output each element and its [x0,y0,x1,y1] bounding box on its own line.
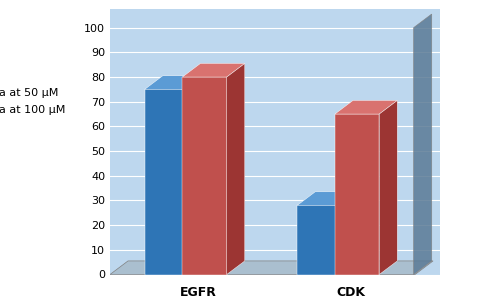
Text: CDK: CDK [336,285,365,299]
Polygon shape [189,76,207,274]
Polygon shape [380,100,398,274]
Text: EGFR: EGFR [180,285,216,299]
FancyBboxPatch shape [335,114,380,274]
FancyBboxPatch shape [144,89,189,274]
Polygon shape [297,192,360,205]
Polygon shape [335,100,398,114]
Polygon shape [342,192,359,274]
FancyBboxPatch shape [182,77,226,274]
Polygon shape [226,63,245,274]
Polygon shape [110,261,433,274]
Legend: 5a at 50 μM, 5a at 100 μM: 5a at 50 μM, 5a at 100 μM [0,81,70,120]
FancyBboxPatch shape [297,205,342,274]
Polygon shape [414,14,432,274]
Polygon shape [144,76,207,89]
Polygon shape [182,63,245,77]
